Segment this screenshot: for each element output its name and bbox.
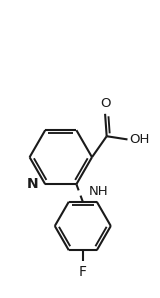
Text: F: F xyxy=(79,266,87,280)
Text: NH: NH xyxy=(88,185,108,198)
Text: O: O xyxy=(100,97,110,110)
Text: OH: OH xyxy=(129,133,150,146)
Text: N: N xyxy=(27,177,39,191)
